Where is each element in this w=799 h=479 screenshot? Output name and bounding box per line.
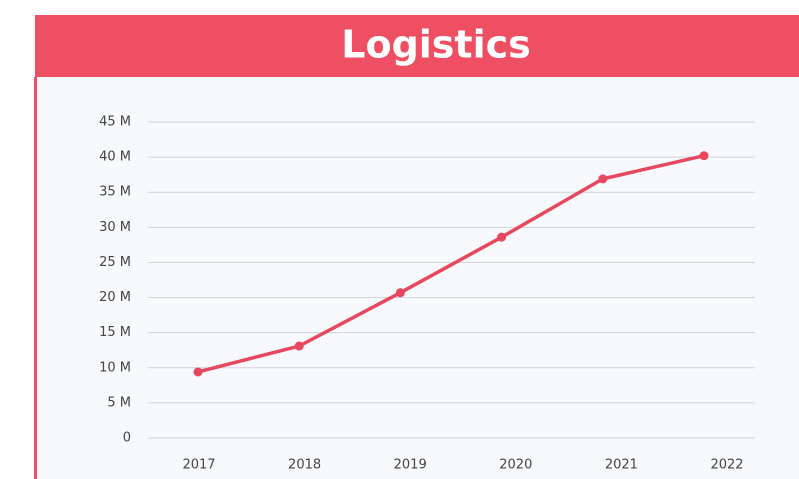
y-tick-label: 25 M — [99, 255, 131, 270]
y-tick-label: 20 M — [99, 290, 131, 305]
data-point — [598, 174, 608, 184]
data-point — [294, 341, 304, 351]
data-point — [395, 288, 405, 298]
y-tick-label: 45 M — [99, 115, 131, 130]
data-line — [197, 154, 705, 374]
x-tick-label: 2019 — [394, 458, 427, 473]
y-tick-label: 40 M — [99, 150, 131, 165]
data-point — [497, 232, 507, 242]
left-border — [34, 77, 37, 479]
y-tick-label: 30 M — [99, 220, 131, 235]
x-tick-label: 2017 — [182, 458, 215, 473]
x-tick-label: 2018 — [288, 458, 321, 473]
y-tick-label: 0 — [123, 431, 131, 446]
plot-background — [36, 77, 799, 479]
y-tick-label: 5 M — [107, 395, 131, 410]
chart-title: Logistics — [341, 23, 531, 67]
y-tick-label: 15 M — [99, 325, 131, 340]
y-tick-label: 35 M — [99, 185, 131, 200]
x-tick-label: 2020 — [499, 458, 532, 473]
y-tick-label: 10 M — [99, 360, 131, 375]
data-point — [699, 151, 709, 161]
x-tick-label: 2022 — [710, 458, 743, 473]
x-tick-label: 2021 — [605, 458, 638, 473]
data-point — [193, 367, 203, 377]
header-band — [35, 15, 799, 77]
